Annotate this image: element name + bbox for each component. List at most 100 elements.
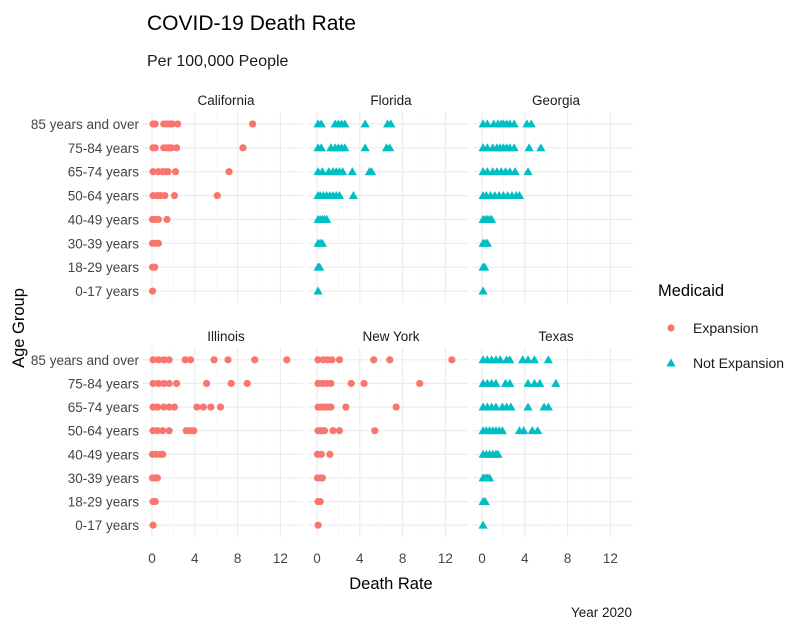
data-point-florida	[360, 143, 370, 152]
data-point-new-york	[314, 356, 322, 364]
data-point-georgia	[536, 143, 546, 152]
data-point-new-york	[360, 379, 368, 388]
y-tick-label: 75-84 years	[68, 376, 140, 391]
data-point-illinois	[227, 379, 235, 388]
data-point-texas	[551, 378, 561, 387]
legend-label-expansion: Expansion	[693, 320, 758, 336]
panel-georgia: Georgia	[473, 93, 633, 303]
facet-label-georgia: Georgia	[532, 93, 581, 108]
y-tick-label: 85 years and over	[31, 353, 140, 368]
data-point-texas	[493, 449, 503, 458]
x-tick-label: 12	[603, 551, 618, 566]
data-point-illinois	[202, 379, 211, 388]
data-point-california	[168, 120, 176, 128]
data-point-new-york	[316, 497, 324, 506]
data-point-california	[248, 120, 257, 128]
data-point-illinois	[165, 379, 173, 388]
data-point-new-york	[342, 403, 350, 411]
data-point-florida	[322, 214, 332, 223]
data-point-texas	[495, 355, 505, 364]
data-point-illinois	[216, 403, 225, 411]
data-point-georgia	[482, 238, 492, 247]
data-point-california	[148, 287, 157, 295]
legend-key-not-expansion	[666, 358, 676, 367]
x-tick-label: 8	[234, 551, 242, 566]
data-point-georgia	[509, 119, 519, 128]
data-point-georgia	[523, 167, 533, 176]
data-point-florida	[317, 167, 327, 176]
data-point-texas	[506, 402, 516, 411]
data-point-new-york	[416, 379, 424, 388]
data-point-illinois	[283, 356, 291, 364]
facet-label-texas: Texas	[538, 329, 574, 344]
data-point-texas	[529, 355, 540, 364]
data-point-new-york	[329, 427, 337, 435]
y-tick-label: 50-64 years	[68, 424, 140, 439]
y-tick-label: 85 years and over	[31, 117, 140, 132]
x-tick-label: 8	[564, 551, 572, 566]
data-point-illinois	[181, 356, 189, 364]
data-point-illinois	[207, 403, 215, 411]
data-point-illinois	[190, 427, 198, 435]
data-point-california	[163, 215, 171, 224]
data-point-texas	[523, 355, 533, 364]
data-point-florida	[348, 190, 358, 200]
y-tick-label: 18-29 years	[68, 260, 140, 275]
data-point-illinois	[159, 427, 167, 435]
data-point-georgia	[509, 143, 519, 152]
data-point-florida	[316, 119, 326, 128]
data-point-texas	[543, 402, 553, 411]
x-tick-label: 8	[399, 551, 407, 566]
data-point-illinois	[159, 450, 167, 458]
y-tick-label: 0-17 years	[75, 284, 139, 299]
data-point-new-york	[320, 427, 329, 435]
data-point-illinois	[154, 379, 163, 388]
chart-title: COVID-19 Death Rate	[147, 12, 356, 35]
facet-label-florida: Florida	[370, 93, 412, 108]
x-tick-label: 4	[356, 551, 364, 566]
data-point-georgia	[524, 143, 534, 152]
data-point-illinois	[160, 379, 168, 388]
legend-title: Medicaid	[658, 282, 724, 300]
facet-label-new-york: New York	[362, 329, 419, 344]
x-tick-label: 0	[148, 551, 156, 566]
data-point-illinois	[243, 379, 251, 388]
data-point-illinois	[186, 356, 195, 364]
data-point-new-york	[386, 356, 394, 364]
data-point-texas	[491, 402, 501, 411]
data-point-texas	[505, 378, 515, 387]
data-point-california	[167, 144, 175, 152]
data-point-florida	[315, 262, 325, 271]
panel-california: California 0-17 years 18-29 years 30-39 yea…	[31, 93, 303, 303]
data-point-new-york	[327, 403, 335, 411]
data-point-florida	[334, 190, 345, 200]
data-point-california	[154, 215, 163, 224]
data-point-illinois	[251, 356, 259, 364]
data-point-texas	[497, 426, 507, 435]
chart-caption: Year 2020	[571, 605, 632, 620]
data-point-illinois	[165, 356, 173, 364]
data-point-new-york	[392, 403, 400, 411]
data-point-florida	[313, 286, 323, 295]
data-point-california	[213, 191, 221, 200]
data-point-california	[170, 191, 179, 200]
data-point-illinois	[210, 356, 218, 364]
data-point-georgia	[480, 262, 490, 271]
x-tick-label: 12	[438, 551, 453, 566]
data-point-texas	[543, 355, 553, 364]
data-point-georgia	[487, 214, 497, 223]
data-point-florida	[347, 167, 357, 176]
data-point-texas	[505, 355, 515, 364]
data-point-florida	[316, 143, 326, 152]
data-point-illinois	[199, 403, 207, 411]
data-point-florida	[317, 238, 327, 247]
data-point-california	[151, 263, 159, 271]
x-tick-label: 0	[313, 551, 321, 566]
data-point-georgia	[526, 119, 536, 128]
data-point-new-york	[326, 450, 334, 458]
data-point-texas	[480, 496, 490, 506]
data-point-illinois	[165, 427, 173, 435]
chart-subtitle: Per 100,000 People	[147, 53, 289, 70]
data-point-illinois	[153, 474, 161, 482]
data-point-new-york	[370, 356, 378, 364]
